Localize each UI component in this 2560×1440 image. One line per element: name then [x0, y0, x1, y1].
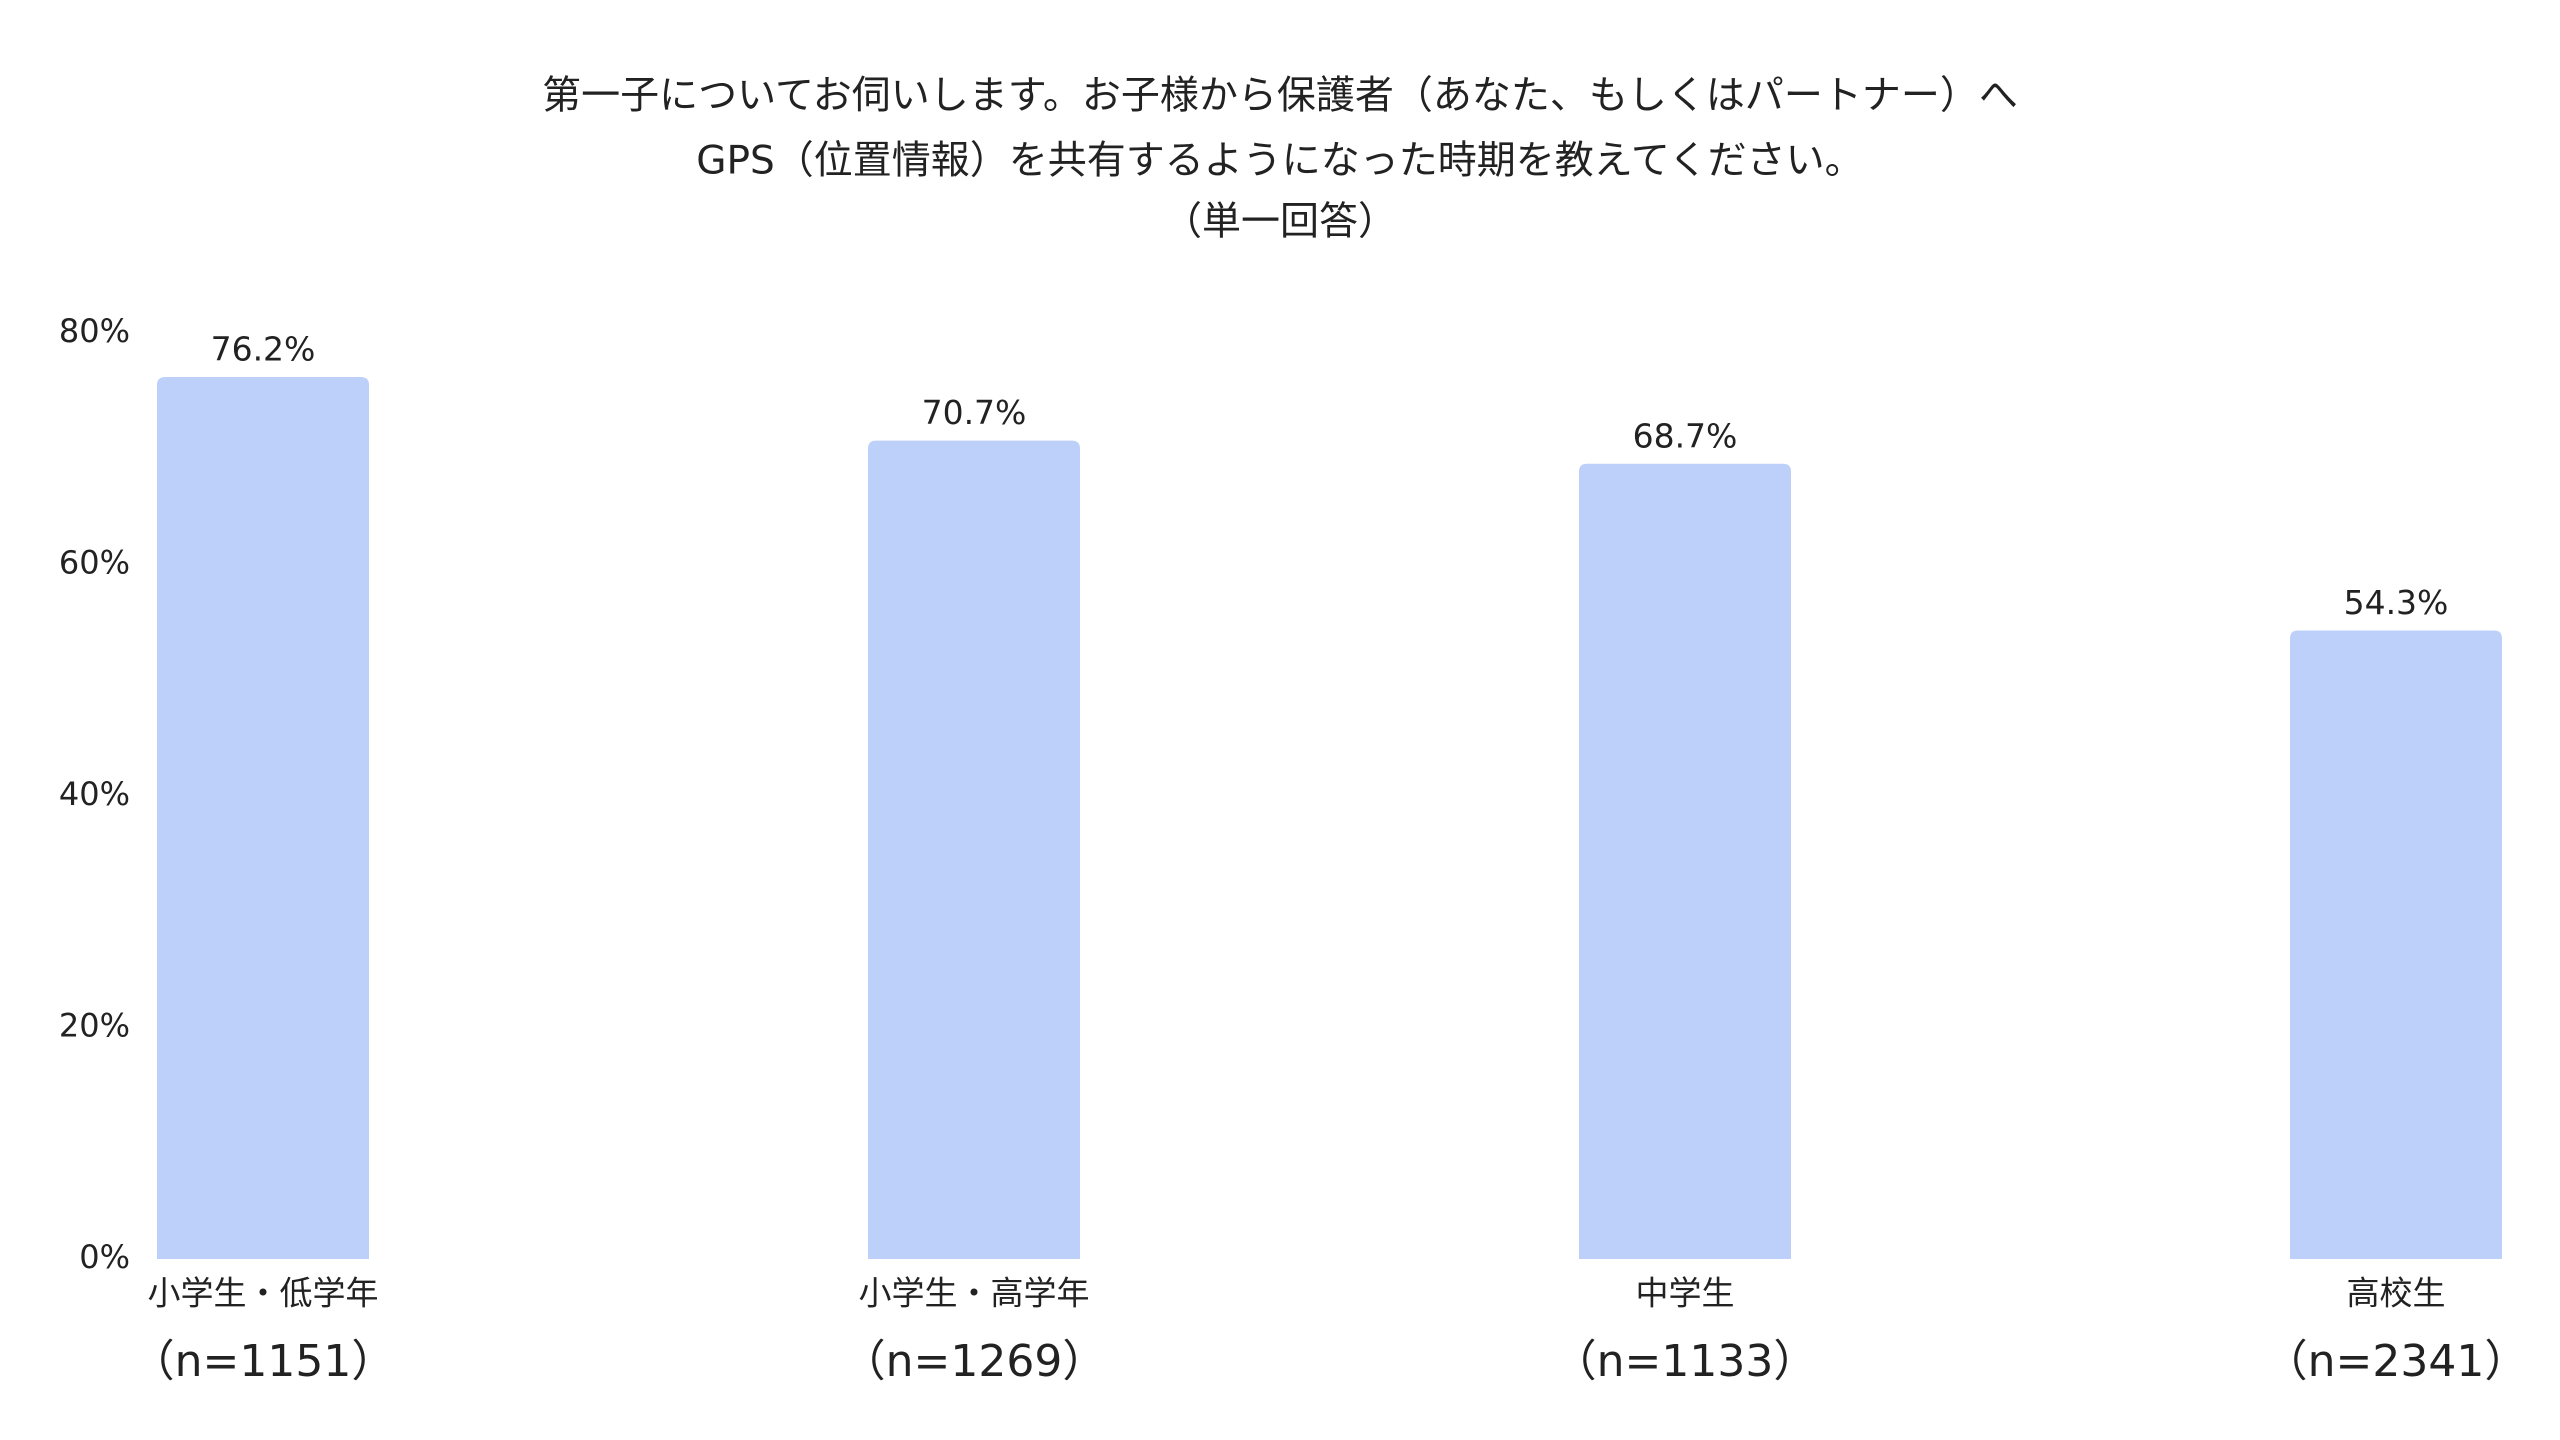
chart-title: GPS（位置情報）を共有するようになった時期を教えてください。: [696, 139, 1863, 184]
bar: [157, 376, 369, 1259]
value-label: 70.7%: [922, 393, 1027, 432]
value-label: 68.7%: [1633, 416, 1738, 455]
y-tick-label: 40%: [59, 775, 130, 813]
chart-title: （単一回答）: [1163, 200, 1397, 245]
bar: [868, 440, 1080, 1260]
sample-size: （n=1269）: [842, 1336, 1107, 1387]
bar: [1579, 463, 1791, 1259]
sample-size: （n=1151）: [131, 1336, 396, 1387]
y-tick-label: 60%: [59, 544, 130, 582]
y-tick-label: 80%: [59, 312, 130, 350]
sample-size: （n=2341）: [2264, 1336, 2529, 1387]
y-tick-label: 20%: [59, 1007, 130, 1045]
x-tick-label: 小学生・高学年: [859, 1274, 1090, 1313]
bar: [2290, 630, 2502, 1259]
sample-size: （n=1133）: [1553, 1336, 1818, 1387]
x-tick-label: 中学生: [1636, 1274, 1735, 1313]
y-tick-label: 0%: [79, 1238, 130, 1276]
chart-title: 第一子についてお伺いします。お子様から保護者（あなた、もしくはパートナー）へ: [542, 74, 2018, 119]
value-label: 76.2%: [211, 329, 316, 368]
value-label: 54.3%: [2344, 583, 2449, 622]
x-tick-label: 高校生: [2347, 1274, 2446, 1313]
x-tick-label: 小学生・低学年: [148, 1274, 379, 1313]
